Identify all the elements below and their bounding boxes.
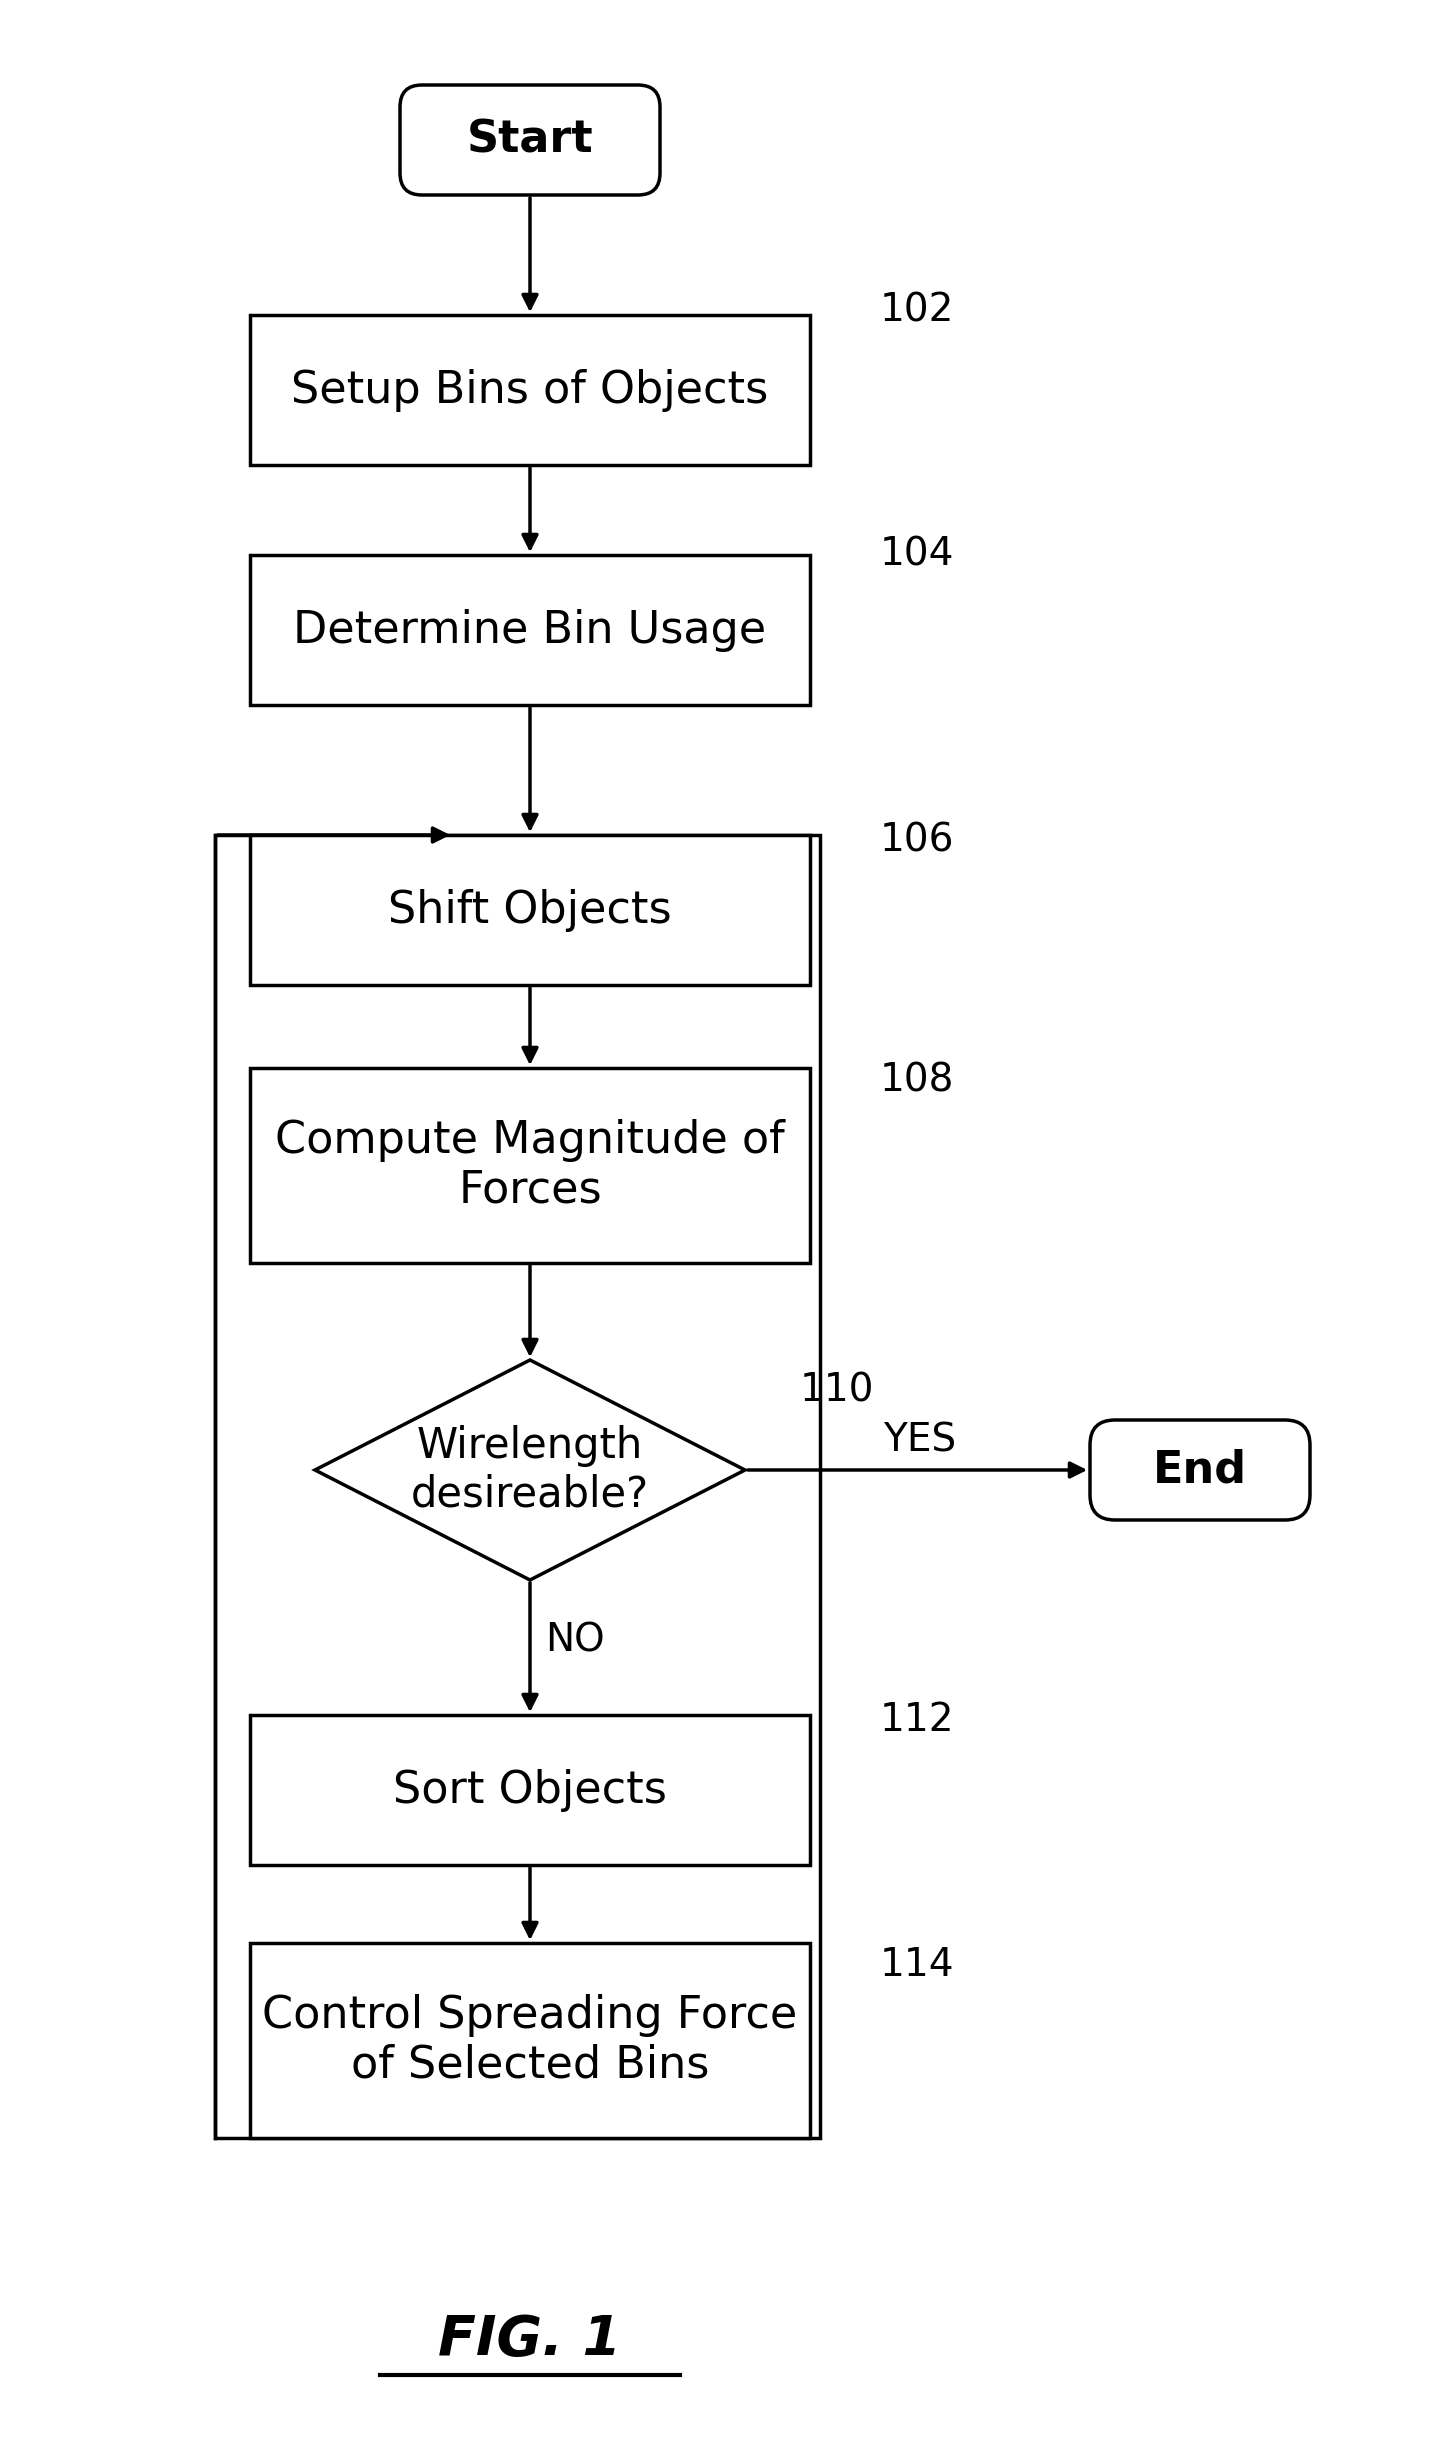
Text: 112: 112 [881, 1700, 955, 1740]
FancyBboxPatch shape [400, 84, 660, 195]
Text: Shift Objects: Shift Objects [388, 890, 672, 931]
Text: 104: 104 [881, 537, 954, 574]
Text: 102: 102 [881, 291, 954, 330]
Text: NO: NO [546, 1621, 604, 1658]
Bar [215, 835, 821, 2139]
Text: YES: YES [884, 1422, 957, 1459]
Bar [251, 1942, 811, 2136]
FancyBboxPatch shape [1090, 1419, 1310, 1520]
Text: Start: Start [467, 118, 593, 163]
Text: Compute Magnitude of
Forces: Compute Magnitude of Forces [275, 1119, 785, 1212]
Text: Determine Bin Usage: Determine Bin Usage [294, 609, 766, 650]
Text: FIG. 1: FIG. 1 [438, 2314, 621, 2368]
Text: End: End [1153, 1449, 1247, 1491]
Polygon shape [315, 1360, 745, 1579]
Text: Control Spreading Force
of Selected Bins: Control Spreading Force of Selected Bins [262, 1993, 798, 2087]
Bar [251, 1715, 811, 1865]
Bar [251, 1067, 811, 1262]
Bar [251, 835, 811, 986]
Text: Setup Bins of Objects: Setup Bins of Objects [291, 370, 769, 411]
Text: 106: 106 [881, 821, 955, 860]
Text: Sort Objects: Sort Objects [392, 1769, 667, 1811]
Bar [251, 315, 811, 466]
Text: 108: 108 [881, 1062, 954, 1099]
Text: 114: 114 [881, 1947, 955, 1984]
Text: Wirelength
desireable?: Wirelength desireable? [411, 1424, 649, 1515]
Bar [251, 554, 811, 705]
Text: 110: 110 [800, 1370, 875, 1409]
